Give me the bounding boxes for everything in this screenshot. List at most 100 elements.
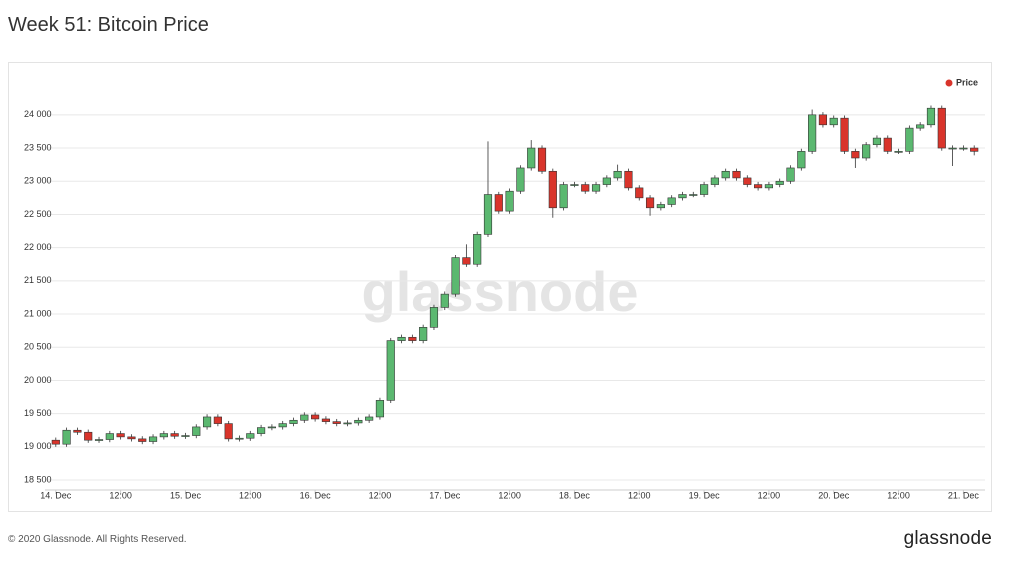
candle-body [786,167,795,182]
candle-body [300,414,309,421]
candle-body [775,180,784,185]
candle-body [764,184,773,189]
candle-body [224,423,233,440]
candle-body [138,438,147,442]
candle-body [127,436,136,440]
x-tick-label: 12:00 [109,490,132,500]
candle-body [689,194,698,196]
candle-body [743,177,752,185]
y-tick-label: 22 000 [24,242,52,252]
candle-body [62,429,71,445]
y-tick-label: 23 500 [24,142,52,152]
candle-body [462,257,471,265]
candle-body [635,187,644,199]
watermark: glassnode [362,260,639,323]
candle-body [505,190,514,212]
candle-body [181,435,190,437]
candle-body [84,431,93,441]
candle-body [581,184,590,192]
x-tick-label: 21. Dec [948,490,980,500]
candle-body [721,170,730,179]
x-tick-label: 16. Dec [300,490,332,500]
candle-body [808,114,817,152]
candle-body [332,421,341,424]
candle-body [116,433,125,438]
brand-logo: glassnode [903,528,992,549]
candle-body [267,426,276,429]
y-tick-label: 20 500 [24,342,52,352]
x-tick-label: 17. Dec [429,490,461,500]
candle-body [797,151,806,169]
footer: © 2020 Glassnode. All Rights Reserved. [8,534,187,545]
y-tick-label: 24 000 [24,109,52,119]
candle-body [959,147,968,150]
x-tick-label: 12:00 [498,490,521,500]
x-tick-label: 12:00 [628,490,651,500]
candle-body [678,194,687,199]
candle-body [872,137,882,146]
candle-body [948,147,957,150]
candle-body [159,433,168,438]
candle-body [375,400,385,418]
candle-body [51,439,60,445]
candle-body [419,327,428,341]
x-tick-label: 15. Dec [170,490,202,500]
x-tick-label: 19. Dec [689,490,721,500]
candle-body [278,423,287,428]
candle-body [311,414,320,420]
candle-body [408,336,417,341]
x-tick-label: 14. Dec [40,490,72,500]
candle-body [354,419,363,424]
candle-body [624,170,633,189]
x-tick-label: 12:00 [239,490,262,500]
candle-body [667,197,676,205]
candle-body [440,293,449,308]
candle-body [289,419,298,424]
candle-body [321,418,331,422]
candle-body [473,234,482,265]
candle-body [483,194,493,235]
chart-frame [8,62,992,512]
candle-body [699,184,709,195]
y-tick-label: 22 500 [24,209,52,219]
chart-title: Week 51: Bitcoin Price [8,14,209,36]
candle-body [192,426,201,436]
candle-body [840,117,849,152]
candle-body [926,107,936,126]
candle-body [548,170,557,209]
y-tick-label: 20 000 [24,375,52,385]
candle-body [246,433,255,439]
candle-body [343,422,352,425]
candle-body [602,177,611,185]
candle-body [527,147,536,169]
x-tick-label: 12:00 [758,490,781,500]
candle-body [202,416,212,428]
candle-body [937,107,946,149]
candle-body [429,307,439,328]
candle-body [516,167,525,192]
x-tick-label: 12:00 [887,490,910,500]
candle-body [645,197,655,209]
candle-body [537,147,547,172]
candle-body [710,177,719,185]
legend-marker [945,79,953,87]
y-tick-label: 21 500 [24,275,52,285]
candle-body [94,439,104,441]
candle-body [818,114,828,126]
candle-body [851,151,860,159]
candle-body [170,433,179,437]
candle-body [862,144,871,159]
candle-body [213,416,222,424]
candle-body [754,184,763,189]
candle-body [257,427,266,434]
candle-body [451,257,460,295]
candle-body [105,433,114,440]
candle-body [916,124,925,129]
y-tick-label: 18 500 [24,474,52,484]
y-tick-label: 21 000 [24,308,52,318]
candle-body [397,336,406,341]
candle-body [570,184,579,186]
candle-body [365,416,374,421]
